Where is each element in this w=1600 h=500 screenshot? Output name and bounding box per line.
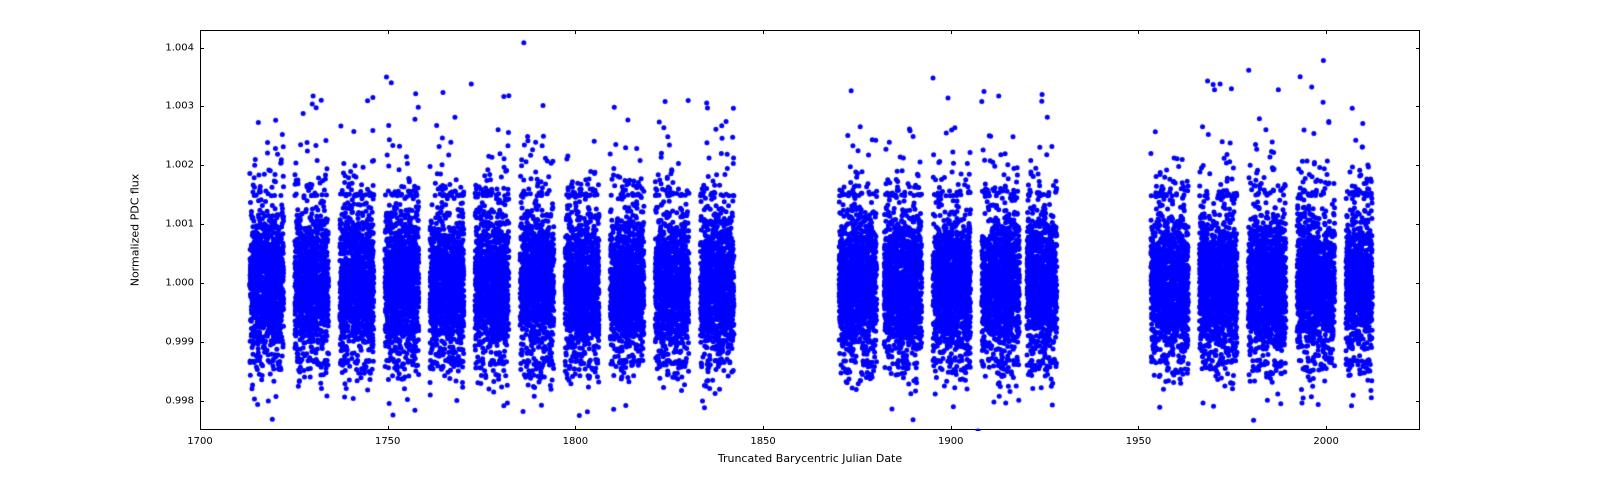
y-tick-label: 0.998 [165,395,194,406]
x-tick-label: 2000 [1313,436,1338,447]
y-tick-label: 1.003 [165,101,194,112]
y-tick-mark [1416,165,1420,166]
x-tick-mark [388,30,389,34]
x-tick-mark [763,30,764,34]
y-tick-mark [1416,48,1420,49]
x-tick-mark [1138,30,1139,34]
chart-container: Truncated Barycentric Julian Date Normal… [0,0,1600,500]
plot-area [200,30,1420,430]
y-tick-mark [1416,401,1420,402]
y-tick-label: 0.999 [165,336,194,347]
y-tick-label: 1.004 [165,42,194,53]
x-tick-mark [200,30,201,34]
x-tick-mark [1138,426,1139,430]
x-tick-label: 1800 [563,436,588,447]
y-tick-label: 1.000 [165,277,194,288]
y-tick-mark [200,224,204,225]
x-tick-label: 1850 [750,436,775,447]
y-tick-mark [200,342,204,343]
y-tick-mark [200,165,204,166]
x-tick-label: 1900 [938,436,963,447]
x-tick-mark [763,426,764,430]
x-tick-mark [388,426,389,430]
y-tick-mark [200,106,204,107]
y-tick-mark [1416,283,1420,284]
x-tick-mark [951,30,952,34]
x-axis-label: Truncated Barycentric Julian Date [718,452,902,465]
y-tick-mark [200,48,204,49]
x-tick-mark [1326,426,1327,430]
x-tick-label: 1750 [375,436,400,447]
y-tick-mark [1416,224,1420,225]
y-tick-label: 1.002 [165,160,194,171]
y-axis-label: Normalized PDC flux [129,174,142,287]
y-tick-mark [200,283,204,284]
y-tick-mark [1416,106,1420,107]
x-tick-mark [200,426,201,430]
x-tick-mark [575,426,576,430]
y-tick-mark [200,401,204,402]
y-tick-mark [1416,342,1420,343]
x-tick-mark [575,30,576,34]
y-tick-label: 1.001 [165,219,194,230]
x-tick-mark [951,426,952,430]
scatter-canvas [201,31,1421,431]
x-tick-label: 1700 [187,436,212,447]
x-tick-mark [1326,30,1327,34]
x-tick-label: 1950 [1126,436,1151,447]
